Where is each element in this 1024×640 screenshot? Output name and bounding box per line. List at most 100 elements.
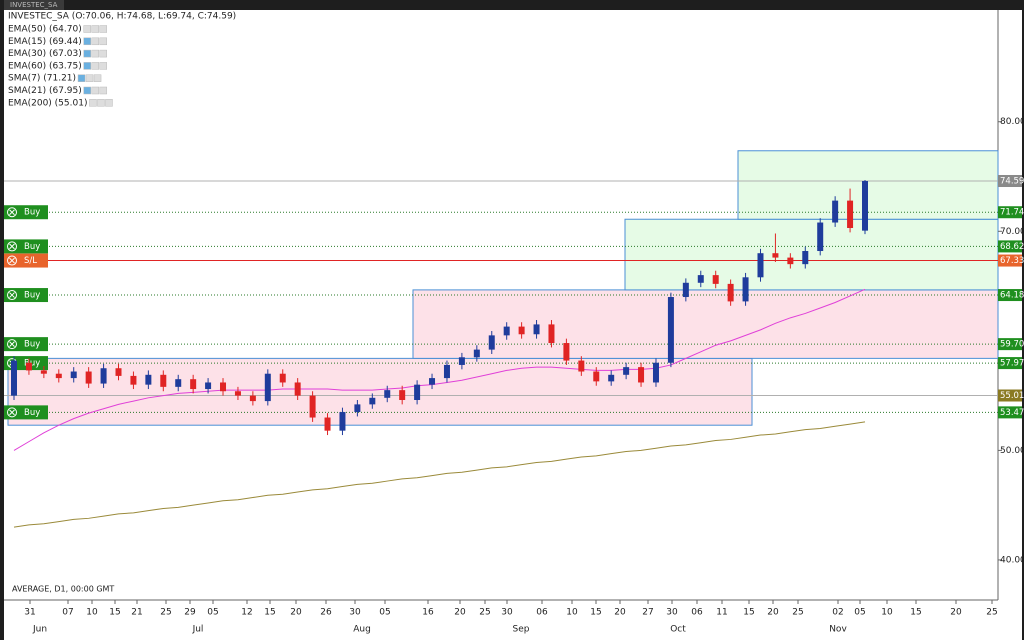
indicator-icon[interactable] — [91, 49, 99, 58]
indicator-icon[interactable] — [83, 25, 91, 33]
y-tick-label: 50.00 — [1000, 446, 1024, 456]
x-tick-label: 12 — [241, 608, 252, 618]
order-close-icon — [7, 207, 17, 218]
order-close-icon — [7, 290, 17, 301]
candle-body — [832, 200, 839, 223]
candle-body — [414, 384, 421, 400]
indicator-icon[interactable] — [99, 49, 107, 58]
order-button[interactable]: Buy — [4, 337, 48, 352]
candle-body — [100, 368, 107, 384]
indicator-icon[interactable] — [99, 62, 107, 70]
indicator-icon[interactable] — [91, 37, 99, 46]
level-badge — [998, 175, 1022, 188]
level-label: 68.62 — [1000, 242, 1024, 252]
level-badge — [998, 289, 1022, 302]
candle-body — [847, 200, 854, 229]
candle-body — [279, 373, 286, 383]
x-tick-label: 05 — [379, 608, 390, 618]
y-tick-label: 80.00 — [1000, 117, 1024, 127]
month-label: Nov — [829, 625, 847, 635]
candle-body — [369, 397, 376, 405]
indicator-icon[interactable] — [89, 99, 97, 107]
candle-body — [85, 371, 92, 384]
month-label: Aug — [353, 625, 371, 635]
level-badge — [998, 206, 1022, 219]
x-tick-label: 25 — [160, 608, 171, 618]
candle-body — [727, 283, 734, 302]
x-tick-label: 15 — [743, 608, 754, 618]
candle-body — [309, 395, 316, 418]
order-button[interactable]: S/L — [4, 253, 48, 268]
candle-body — [578, 360, 585, 372]
candle-body — [234, 391, 241, 396]
indicator-icon[interactable] — [99, 86, 108, 95]
x-tick-label: 25 — [986, 608, 997, 618]
level-badge — [998, 406, 1022, 419]
tab-label: INVESTEC_SA — [10, 1, 58, 9]
ema-line — [13, 288, 866, 451]
indicator-icon[interactable] — [99, 37, 107, 46]
order-button[interactable]: Buy — [4, 288, 48, 303]
indicator-icon[interactable] — [77, 74, 86, 82]
x-tick-label: 30 — [666, 608, 678, 618]
indicator-label: EMA(50) (64.70) — [8, 25, 82, 35]
candle-body — [160, 374, 167, 387]
candle-body — [548, 324, 555, 344]
indicator-icon[interactable] — [83, 62, 91, 70]
candle-body — [130, 375, 137, 385]
level-badge — [998, 357, 1022, 370]
indicator-label: EMA(200) (55.01) — [8, 98, 87, 108]
indicator-icon[interactable] — [83, 86, 92, 95]
indicator-icon[interactable] — [85, 74, 94, 82]
x-tick-label: 30 — [501, 608, 513, 618]
order-close-icon — [7, 255, 17, 266]
candle-body — [862, 181, 868, 231]
candle-body — [70, 371, 77, 379]
level-badge — [998, 389, 1022, 402]
zone — [624, 218, 999, 291]
indicator-icon[interactable] — [83, 37, 91, 46]
indicator-icon[interactable] — [105, 99, 113, 107]
footer: AVERAGE, D1, 00:00 GMT — [12, 585, 114, 594]
level-label: 57.97 — [1000, 359, 1024, 369]
candle-body — [190, 379, 197, 390]
order-button[interactable]: Buy — [4, 205, 48, 220]
zone — [7, 357, 753, 426]
candle-body — [384, 390, 391, 398]
indicator-icon[interactable] — [91, 86, 100, 95]
x-tick-label: 07 — [62, 608, 73, 618]
x-tick-label: 26 — [320, 608, 332, 618]
level-badge — [998, 240, 1022, 253]
indicator-icon[interactable] — [97, 99, 105, 107]
order-button[interactable]: Buy — [4, 405, 48, 420]
level-label: 71.74 — [1000, 208, 1024, 218]
candle-body — [772, 253, 779, 258]
x-tick-label: 05 — [854, 608, 865, 618]
indicator-icon[interactable] — [99, 25, 107, 33]
order-button[interactable]: Buy — [4, 239, 48, 254]
candle-body — [503, 326, 510, 336]
order-close-x — [9, 243, 15, 250]
candle-body — [443, 364, 450, 379]
candle-body — [220, 382, 227, 392]
tab[interactable] — [4, 0, 64, 10]
indicator-icon[interactable] — [93, 74, 102, 82]
month-label: Oct — [670, 625, 686, 635]
indicator-label: SMA(21) (67.95) — [8, 86, 82, 96]
level-badge — [998, 338, 1022, 351]
order-close-x — [9, 341, 15, 347]
indicator-icon[interactable] — [91, 62, 99, 70]
order-label: Buy — [24, 359, 40, 369]
candle-body — [40, 370, 47, 374]
indicator-icon[interactable] — [83, 49, 91, 58]
order-label: Buy — [24, 208, 40, 218]
month-label: Sep — [513, 625, 530, 635]
indicator-icon[interactable] — [91, 25, 99, 33]
candle-body — [25, 362, 32, 371]
order-close-icon — [7, 407, 17, 418]
level-label: 53.47 — [1000, 408, 1024, 418]
candle-body — [682, 282, 689, 298]
order-close-x — [9, 409, 15, 416]
order-close-x — [9, 209, 15, 216]
x-tick-label: 20 — [950, 608, 962, 618]
